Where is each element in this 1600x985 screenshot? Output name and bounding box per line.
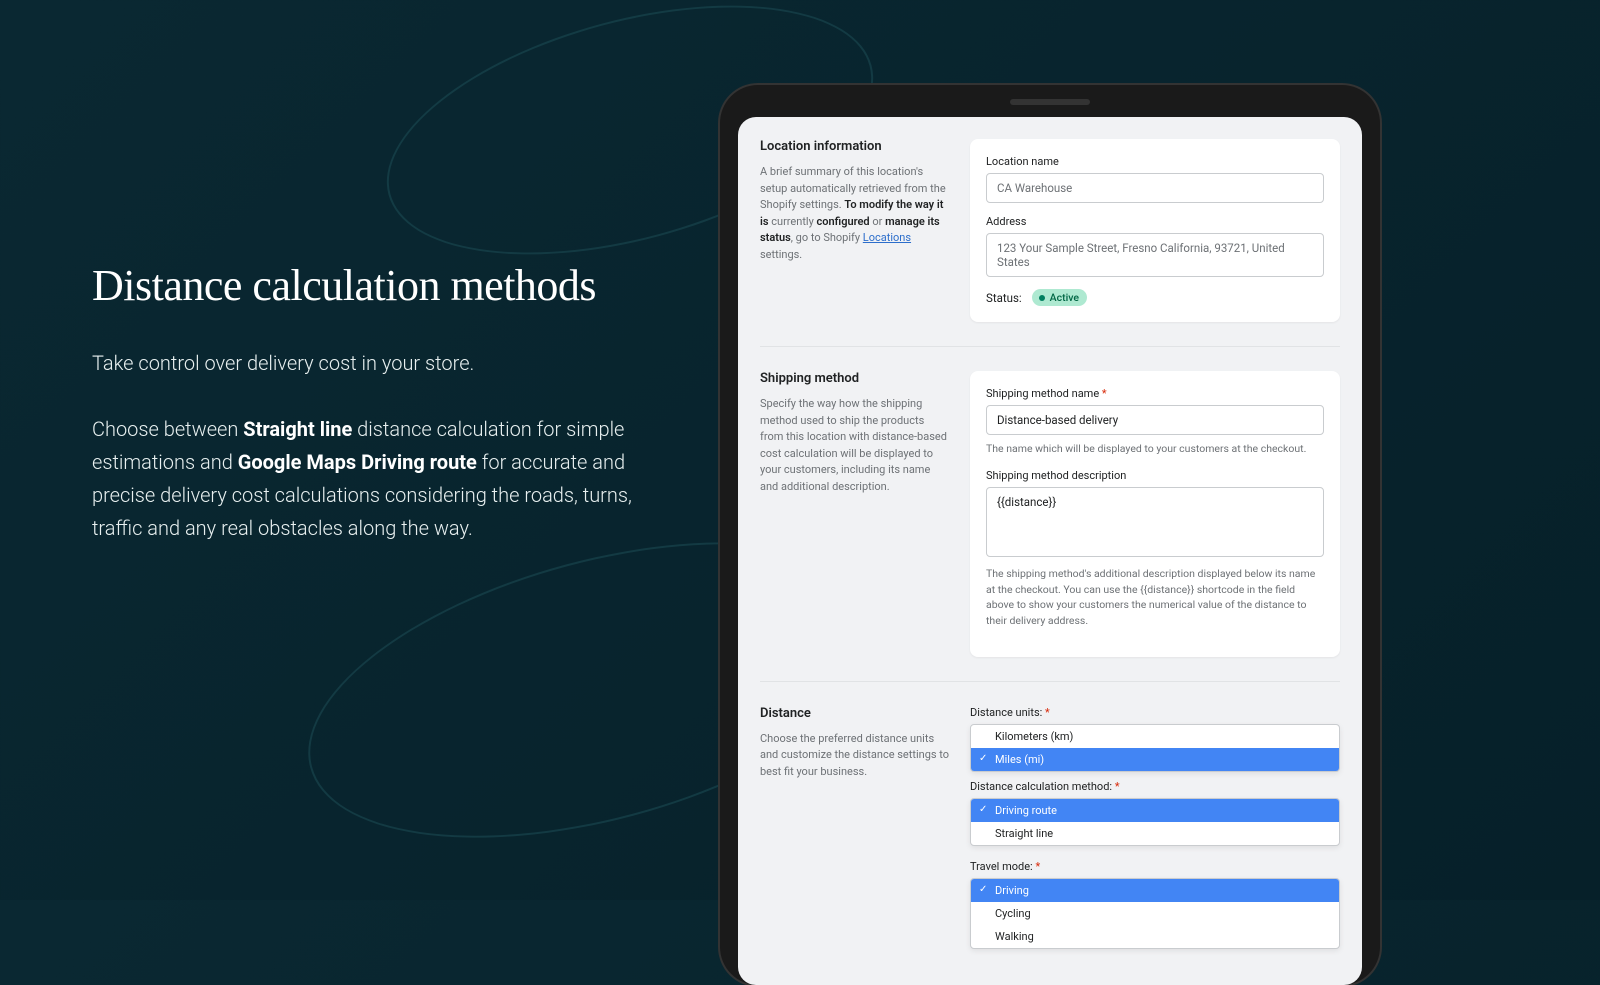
method-option-driving-route[interactable]: Driving route: [971, 799, 1339, 822]
shipping-section-title: Shipping method: [760, 371, 950, 386]
method-option-straight-line[interactable]: Straight line: [971, 822, 1339, 845]
address-label: Address: [986, 215, 1324, 228]
mode-option-driving[interactable]: Driving: [971, 879, 1339, 902]
shipping-name-input[interactable]: Distance-based delivery: [986, 405, 1324, 435]
hero-headline: Distance calculation methods: [92, 260, 652, 311]
shipping-name-label: Shipping method name *: [986, 387, 1324, 400]
hero-content: Distance calculation methods Take contro…: [92, 260, 652, 545]
distance-section: Distance Choose the preferred distance u…: [760, 706, 1340, 957]
travel-mode-select[interactable]: Driving Cycling Walking: [970, 878, 1340, 949]
shipping-desc-input[interactable]: [986, 487, 1324, 557]
distance-units-label: Distance units: *: [970, 706, 1340, 719]
location-name-input[interactable]: CA Warehouse: [986, 173, 1324, 203]
mode-option-walking[interactable]: Walking: [971, 925, 1339, 948]
shipping-desc-label: Shipping method description: [986, 469, 1324, 482]
location-section-title: Location information: [760, 139, 950, 154]
mode-option-cycling[interactable]: Cycling: [971, 902, 1339, 925]
units-option-km[interactable]: Kilometers (km): [971, 725, 1339, 748]
location-section: Location information A brief summary of …: [760, 139, 1340, 347]
status-label: Status:: [986, 291, 1022, 305]
distance-units-select[interactable]: Kilometers (km) Miles (mi): [970, 724, 1340, 772]
shipping-section: Shipping method Specify the way how the …: [760, 371, 1340, 682]
app-screen: Location information A brief summary of …: [738, 117, 1362, 985]
locations-link[interactable]: Locations: [863, 231, 911, 244]
distance-section-title: Distance: [760, 706, 950, 721]
calc-method-label: Distance calculation method: *: [970, 780, 1340, 793]
status-row: Status: Active: [986, 289, 1324, 306]
location-section-desc: A brief summary of this location's setup…: [760, 164, 950, 263]
distance-section-desc: Choose the preferred distance units and …: [760, 731, 950, 781]
location-name-label: Location name: [986, 155, 1324, 168]
tablet-frame: Location information A brief summary of …: [720, 85, 1380, 985]
status-badge: Active: [1032, 289, 1087, 306]
hero-body: Choose between Straight line distance ca…: [92, 413, 652, 545]
shipping-name-help: The name which will be displayed to your…: [986, 441, 1324, 457]
shipping-section-desc: Specify the way how the shipping method …: [760, 396, 950, 495]
hero-subhead: Take control over delivery cost in your …: [92, 351, 652, 375]
units-option-mi[interactable]: Miles (mi): [971, 748, 1339, 771]
calc-method-select[interactable]: Driving route Straight line: [970, 798, 1340, 846]
shipping-desc-help: The shipping method's additional descrip…: [986, 566, 1324, 629]
travel-mode-label: Travel mode: *: [970, 860, 1340, 873]
address-input[interactable]: 123 Your Sample Street, Fresno Californi…: [986, 233, 1324, 277]
